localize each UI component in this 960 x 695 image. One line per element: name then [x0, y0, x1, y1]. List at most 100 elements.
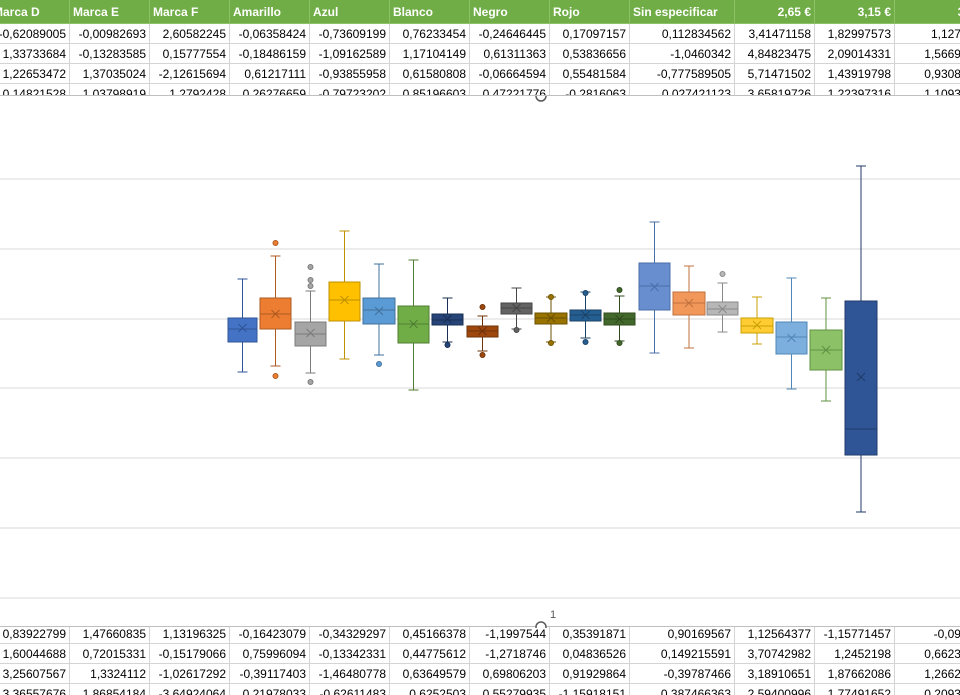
- cell[interactable]: -1,2718746: [470, 644, 550, 664]
- cell[interactable]: -1,02617292: [150, 664, 230, 684]
- cell[interactable]: -2,12615694: [150, 64, 230, 84]
- column-header[interactable]: Marca F: [150, 0, 230, 24]
- cell[interactable]: -0,34329297: [310, 624, 390, 644]
- cell[interactable]: -0,13342331: [310, 644, 390, 664]
- cell[interactable]: 0,15777554: [150, 44, 230, 64]
- column-header[interactable]: Azul: [310, 0, 390, 24]
- cell[interactable]: 0,387466363: [630, 684, 735, 695]
- cell[interactable]: -0,16423079: [230, 624, 310, 644]
- cell[interactable]: 0,44775612: [390, 644, 470, 664]
- cell[interactable]: 1,37035024: [70, 64, 150, 84]
- cell[interactable]: -0,15179066: [150, 644, 230, 664]
- column-header[interactable]: 2,65 €: [735, 0, 815, 24]
- cell[interactable]: 3,36557676: [0, 684, 70, 695]
- cell[interactable]: 5,71471502: [735, 64, 815, 84]
- column-header[interactable]: Sin especificar: [630, 0, 735, 24]
- cell[interactable]: 0,90169567: [630, 624, 735, 644]
- cell[interactable]: -1,15918151: [550, 684, 630, 695]
- cell[interactable]: 0,61311363: [470, 44, 550, 64]
- cell[interactable]: -0,39787466: [630, 664, 735, 684]
- cell[interactable]: 1,2452198: [815, 644, 895, 664]
- cell[interactable]: 1,47660835: [70, 624, 150, 644]
- cell[interactable]: 0,55279935: [470, 684, 550, 695]
- cell[interactable]: 0,63649579: [390, 664, 470, 684]
- cell[interactable]: -1,09162589: [310, 44, 390, 64]
- cell[interactable]: 0,21978033: [230, 684, 310, 695]
- box-plot-chart[interactable]: 1: [0, 95, 960, 628]
- cell[interactable]: -0,73609199: [310, 24, 390, 44]
- column-header[interactable]: Rojo: [550, 0, 630, 24]
- cell[interactable]: -0,93855958: [310, 64, 390, 84]
- cell[interactable]: 0,69806203: [470, 664, 550, 684]
- column-header[interactable]: Marca D: [0, 0, 70, 24]
- outlier: [307, 283, 314, 289]
- cell[interactable]: 1,127721: [895, 24, 960, 44]
- cell[interactable]: 4,84823475: [735, 44, 815, 64]
- cell[interactable]: 0,75996094: [230, 644, 310, 664]
- cell[interactable]: 1,2662867: [895, 664, 960, 684]
- cell[interactable]: -0,13283585: [70, 44, 150, 64]
- cell[interactable]: -3,64924064: [150, 684, 230, 695]
- cell[interactable]: 0,6252503: [390, 684, 470, 695]
- cell[interactable]: -0,06664594: [470, 64, 550, 84]
- cell[interactable]: 0,91929864: [550, 664, 630, 684]
- cell[interactable]: 1,87662086: [815, 664, 895, 684]
- cell[interactable]: -1,15771457: [815, 624, 895, 644]
- cell[interactable]: 2,59400996: [735, 684, 815, 695]
- cell[interactable]: 1,13196325: [150, 624, 230, 644]
- cell[interactable]: 3,18910651: [735, 664, 815, 684]
- cell[interactable]: 0,76233454: [390, 24, 470, 44]
- cell[interactable]: 0,61217111: [230, 64, 310, 84]
- cell[interactable]: 0,6623454: [895, 644, 960, 664]
- cell[interactable]: -0,39117403: [230, 664, 310, 684]
- cell[interactable]: -1,0460342: [630, 44, 735, 64]
- cell[interactable]: 0,45166378: [390, 624, 470, 644]
- cell[interactable]: 3,70742982: [735, 644, 815, 664]
- cell[interactable]: -0,777589505: [630, 64, 735, 84]
- column-header[interactable]: Blanco: [390, 0, 470, 24]
- cell[interactable]: 0,17097157: [550, 24, 630, 44]
- cell[interactable]: 1,3324112: [70, 664, 150, 684]
- cell[interactable]: 0,35391871: [550, 624, 630, 644]
- cell[interactable]: -0,18486159: [230, 44, 310, 64]
- cell[interactable]: 1,60044688: [0, 644, 70, 664]
- column-header[interactable]: Marca E: [70, 0, 150, 24]
- cell[interactable]: 1,43919798: [815, 64, 895, 84]
- cell[interactable]: 0,83922799: [0, 624, 70, 644]
- cell[interactable]: 0,04836526: [550, 644, 630, 664]
- cell[interactable]: 0,9308564: [895, 64, 960, 84]
- cell[interactable]: 0,72015331: [70, 644, 150, 664]
- cell[interactable]: 1,22653472: [0, 64, 70, 84]
- cell[interactable]: 3,25607567: [0, 664, 70, 684]
- cell[interactable]: -0,62089005: [0, 24, 70, 44]
- cell[interactable]: 0,53836656: [550, 44, 630, 64]
- resize-handle[interactable]: [535, 96, 547, 102]
- cell[interactable]: 3,41471158: [735, 24, 815, 44]
- cell[interactable]: 1,17104149: [390, 44, 470, 64]
- cell[interactable]: -1,46480778: [310, 664, 390, 684]
- cell[interactable]: 1,77491652: [815, 684, 895, 695]
- column-header[interactable]: 3,65: [895, 0, 960, 24]
- cell[interactable]: -1,1997544: [470, 624, 550, 644]
- cell[interactable]: 0,2093489: [895, 684, 960, 695]
- cell[interactable]: 1,82997573: [815, 24, 895, 44]
- cell[interactable]: 1,5669805: [895, 44, 960, 64]
- cell[interactable]: -0,24646445: [470, 24, 550, 44]
- cell[interactable]: -0,09974: [895, 624, 960, 644]
- cell[interactable]: 0,55481584: [550, 64, 630, 84]
- cell[interactable]: 1,33733684: [0, 44, 70, 64]
- column-header[interactable]: Negro: [470, 0, 550, 24]
- cell[interactable]: 2,60582245: [150, 24, 230, 44]
- cell[interactable]: 1,12564377: [735, 624, 815, 644]
- cell[interactable]: 0,149215591: [630, 644, 735, 664]
- cell[interactable]: -0,00982693: [70, 24, 150, 44]
- cell[interactable]: -0,62611483: [310, 684, 390, 695]
- column-header[interactable]: 3,15 €: [815, 0, 895, 24]
- cell[interactable]: 2,09014331: [815, 44, 895, 64]
- cell[interactable]: 0,112834562: [630, 24, 735, 44]
- cell[interactable]: -0,06358424: [230, 24, 310, 44]
- cell[interactable]: 0,61580808: [390, 64, 470, 84]
- resize-handle[interactable]: [535, 621, 547, 628]
- column-header[interactable]: Amarillo: [230, 0, 310, 24]
- cell[interactable]: 1,86854184: [70, 684, 150, 695]
